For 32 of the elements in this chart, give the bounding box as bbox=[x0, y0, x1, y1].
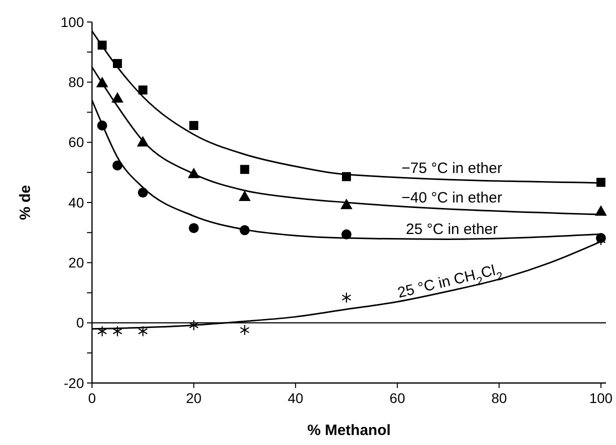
x-tick-label: 40 bbox=[288, 390, 304, 406]
point bbox=[188, 320, 199, 331]
x-tick-label: 100 bbox=[589, 390, 613, 406]
point bbox=[240, 164, 250, 174]
y-tick-label: 20 bbox=[68, 254, 84, 271]
point bbox=[188, 223, 199, 234]
y-axis-title: % de bbox=[17, 184, 34, 220]
point bbox=[596, 178, 606, 187]
y-tick-label: 40 bbox=[68, 194, 84, 210]
x-tick-label: 0 bbox=[88, 390, 96, 406]
annotation: 25 °C in ether bbox=[406, 221, 498, 238]
point bbox=[240, 324, 250, 336]
point bbox=[138, 326, 148, 337]
y-tick-label: 60 bbox=[68, 134, 84, 150]
y-tick-label: 100 bbox=[60, 14, 84, 30]
y-tick-label: 80 bbox=[68, 74, 84, 90]
point bbox=[189, 120, 198, 130]
x-tick-label: 20 bbox=[186, 390, 202, 406]
y-tick-label: 0 bbox=[76, 314, 84, 331]
y-tick-label: -20 bbox=[64, 374, 84, 391]
x-axis-title: % Methanol bbox=[307, 422, 391, 439]
point bbox=[112, 326, 122, 337]
point bbox=[97, 326, 108, 337]
point bbox=[112, 160, 122, 170]
point bbox=[342, 292, 352, 304]
annotation: −75 °C in ether bbox=[401, 160, 502, 178]
point bbox=[111, 92, 124, 103]
x-tick-label: 60 bbox=[390, 390, 406, 406]
annotation: −40 °C in ether bbox=[401, 189, 502, 206]
x-tick-label: 80 bbox=[491, 390, 508, 406]
point bbox=[138, 85, 148, 94]
point bbox=[238, 190, 251, 201]
